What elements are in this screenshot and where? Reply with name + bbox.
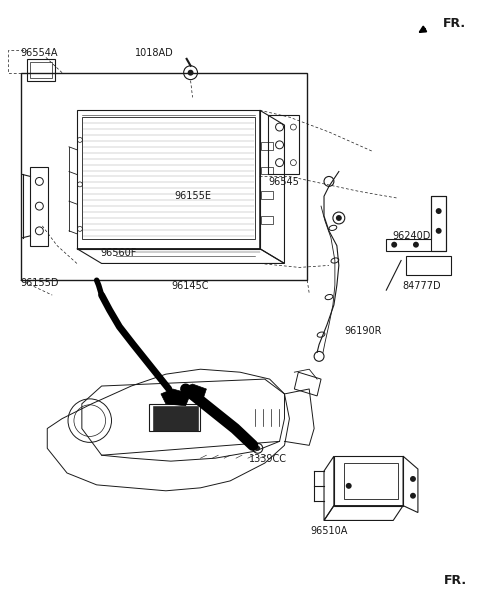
Text: 1018AD: 1018AD bbox=[135, 48, 173, 57]
Text: 96510A: 96510A bbox=[310, 526, 348, 536]
Circle shape bbox=[188, 70, 193, 76]
Text: 1339CC: 1339CC bbox=[249, 454, 287, 464]
Circle shape bbox=[436, 228, 442, 234]
Text: 96190R: 96190R bbox=[344, 326, 382, 336]
Polygon shape bbox=[161, 389, 191, 406]
Bar bbox=[21, 73, 307, 280]
Bar bbox=[261, 216, 273, 224]
Text: 96554A: 96554A bbox=[21, 48, 58, 57]
Circle shape bbox=[336, 215, 342, 221]
Circle shape bbox=[413, 242, 419, 247]
Text: 96155D: 96155D bbox=[21, 278, 60, 289]
Text: FR.: FR. bbox=[443, 17, 466, 30]
Bar bbox=[27, 59, 55, 80]
Text: 96145C: 96145C bbox=[171, 281, 209, 291]
Text: 96240D: 96240D bbox=[393, 231, 431, 241]
Circle shape bbox=[391, 242, 397, 247]
Circle shape bbox=[436, 208, 442, 214]
Circle shape bbox=[410, 476, 416, 482]
Circle shape bbox=[346, 483, 352, 489]
Circle shape bbox=[410, 492, 416, 499]
Circle shape bbox=[255, 446, 260, 451]
Text: FR.: FR. bbox=[444, 574, 467, 587]
Text: 84777D: 84777D bbox=[402, 281, 441, 291]
Text: 96155E: 96155E bbox=[175, 191, 212, 201]
Bar bbox=[261, 142, 273, 150]
Text: 96545: 96545 bbox=[268, 177, 300, 187]
Polygon shape bbox=[183, 384, 206, 401]
Polygon shape bbox=[153, 406, 199, 431]
Bar bbox=[30, 62, 52, 77]
Text: 96560F: 96560F bbox=[100, 249, 136, 258]
Bar bbox=[261, 191, 273, 199]
Bar bbox=[261, 166, 273, 174]
